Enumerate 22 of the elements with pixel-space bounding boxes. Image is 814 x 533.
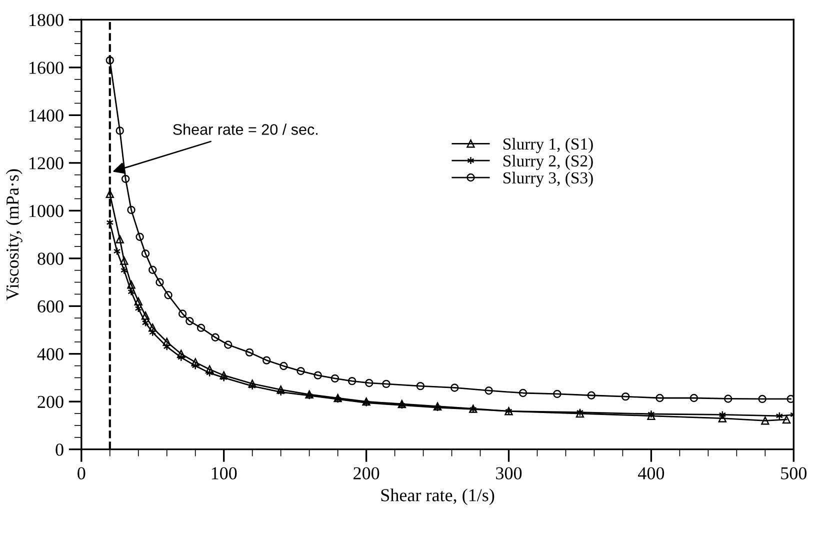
y-axis-title: Viscosity, (mPa·s) [6,169,22,300]
y-tick-label: 1000 [30,204,64,218]
y-tick-label: 600 [38,300,64,313]
y-tick-label: 400 [37,348,64,360]
legend-label: Slurry 2, (S2) [504,154,593,170]
x-tick-label: 200 [354,467,380,480]
x-tick-label: 500 [781,467,807,480]
y-tick-label: 800 [38,252,64,265]
legend-label: Slurry 3, (S3) [504,172,593,187]
x-tick-label: 100 [212,467,237,480]
x-tick-label: 0 [78,467,86,480]
y-tick-label: 1200 [30,157,64,170]
y-tick-label: 1600 [30,62,64,74]
y-tick-label: 200 [38,396,64,408]
x-tick-label: 300 [496,467,522,480]
legend-label: Slurry 1, (S1) [504,138,593,154]
y-tick-label: 1400 [30,109,64,122]
y-tick-label: 0 [56,444,64,456]
x-axis-title: Shear rate, (1/s) [381,488,494,505]
x-tick-label: 400 [638,467,664,480]
annotation: Shear rate = 20 / sec. [173,124,318,135]
y-tick-label: 1800 [30,14,64,26]
